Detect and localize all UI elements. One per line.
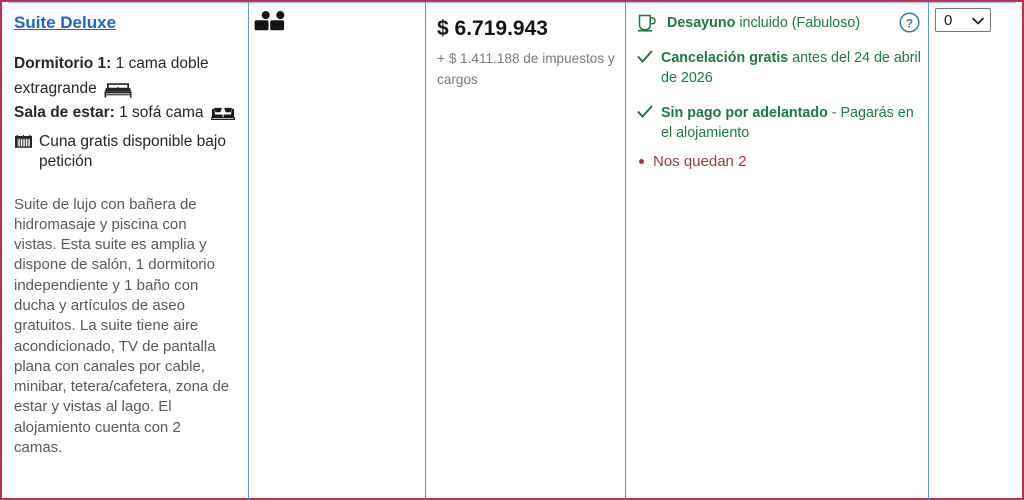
svg-text:?: ? [906, 16, 913, 30]
